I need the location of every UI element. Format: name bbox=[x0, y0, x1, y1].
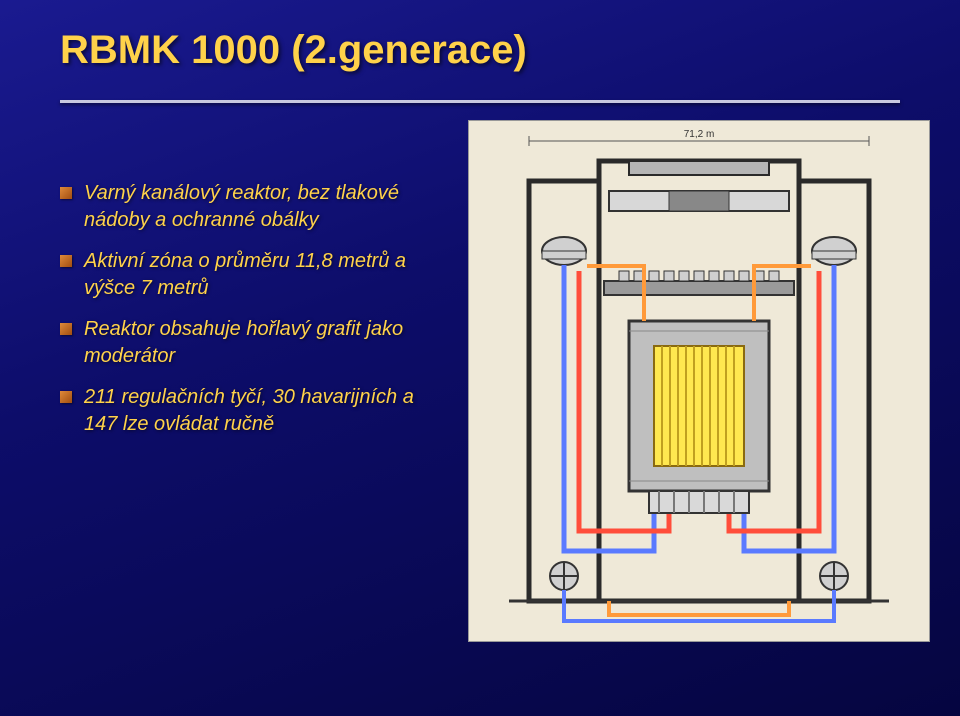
steam-drum-left bbox=[542, 237, 586, 265]
title-underline bbox=[60, 100, 900, 103]
bullet-list: Varný kanálový reaktor, bez tlakové nádo… bbox=[60, 180, 440, 452]
crane-trolley bbox=[669, 191, 729, 211]
lower-plenum bbox=[649, 491, 749, 513]
reactor-floor-slab bbox=[604, 281, 794, 295]
bullet-item: Aktivní zóna o průměru 11,8 metrů a výšc… bbox=[60, 248, 440, 302]
main-pump-left bbox=[550, 562, 578, 590]
bullet-item: Reaktor obsahuje hořlavý grafit jako mod… bbox=[60, 316, 440, 370]
reactor-core bbox=[654, 346, 744, 466]
reactor-diagram: 71,2 m bbox=[468, 120, 930, 642]
bullet-item: Varný kanálový reaktor, bez tlakové nádo… bbox=[60, 180, 440, 234]
bullet-item: 211 regulačních tyčí, 30 havarijních a 1… bbox=[60, 384, 440, 438]
steam-drum-right bbox=[812, 237, 856, 265]
reactor-svg: 71,2 m bbox=[469, 121, 929, 641]
slide-title: RBMK 1000 (2.generace) bbox=[60, 28, 527, 73]
dimension-label: 71,2 m bbox=[684, 129, 715, 140]
main-pump-right bbox=[820, 562, 848, 590]
slide: RBMK 1000 (2.generace) Varný kanálový re… bbox=[0, 0, 960, 716]
